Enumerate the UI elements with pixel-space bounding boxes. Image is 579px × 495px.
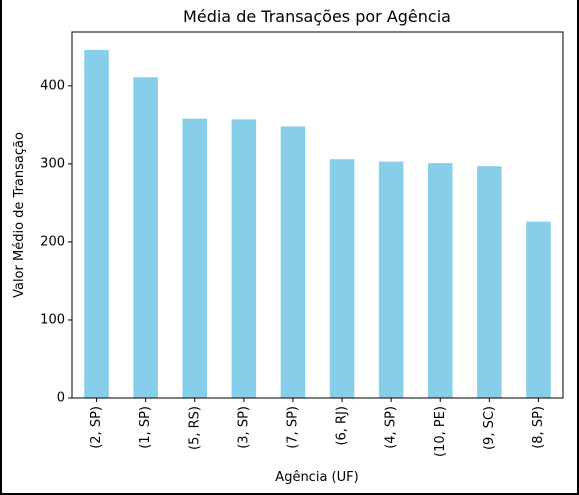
bar-9 bbox=[526, 221, 551, 398]
y-tick-label: 200 bbox=[40, 234, 65, 249]
y-tick-label: 100 bbox=[40, 312, 65, 327]
x-tick-label: (8, SP) bbox=[531, 406, 546, 449]
x-axis-label: Agência (UF) bbox=[275, 470, 358, 485]
y-axis-label: Valor Médio de Transação bbox=[12, 132, 27, 298]
x-tick-label: (7, SP) bbox=[285, 406, 300, 449]
bar-5 bbox=[329, 159, 355, 398]
bar-6 bbox=[378, 161, 404, 398]
bar-8 bbox=[477, 166, 502, 398]
bar-1 bbox=[133, 77, 158, 398]
y-axis-ticks: 0 100 200 300 400 bbox=[40, 78, 72, 406]
bar-7 bbox=[427, 163, 453, 398]
bars-group bbox=[84, 49, 551, 399]
y-tick-label: 300 bbox=[40, 156, 65, 171]
x-axis-ticks: (2, SP) (1, SP) (5, RS) (3, SP) (7, SP) (6, R… bbox=[89, 398, 546, 457]
x-tick-label: (3, SP) bbox=[236, 406, 251, 449]
x-tick-label: (1, SP) bbox=[138, 406, 153, 449]
bar-2 bbox=[182, 118, 208, 398]
bar-0 bbox=[84, 49, 109, 399]
y-tick-label: 0 bbox=[57, 391, 65, 406]
x-tick-label: (10, PE) bbox=[433, 406, 448, 457]
x-tick-label: (6, RJ) bbox=[335, 406, 350, 446]
plot-area-frame bbox=[71, 31, 564, 399]
chart-title: Média de Transações por Agência bbox=[183, 7, 451, 26]
bar-3 bbox=[231, 119, 257, 398]
x-tick-label: (5, RS) bbox=[187, 406, 202, 450]
x-tick-label: (4, SP) bbox=[384, 406, 399, 449]
bar-4 bbox=[280, 126, 306, 398]
x-tick-label: (2, SP) bbox=[89, 406, 104, 449]
x-tick-label: (9, SC) bbox=[482, 406, 497, 450]
y-tick-label: 400 bbox=[40, 78, 65, 93]
